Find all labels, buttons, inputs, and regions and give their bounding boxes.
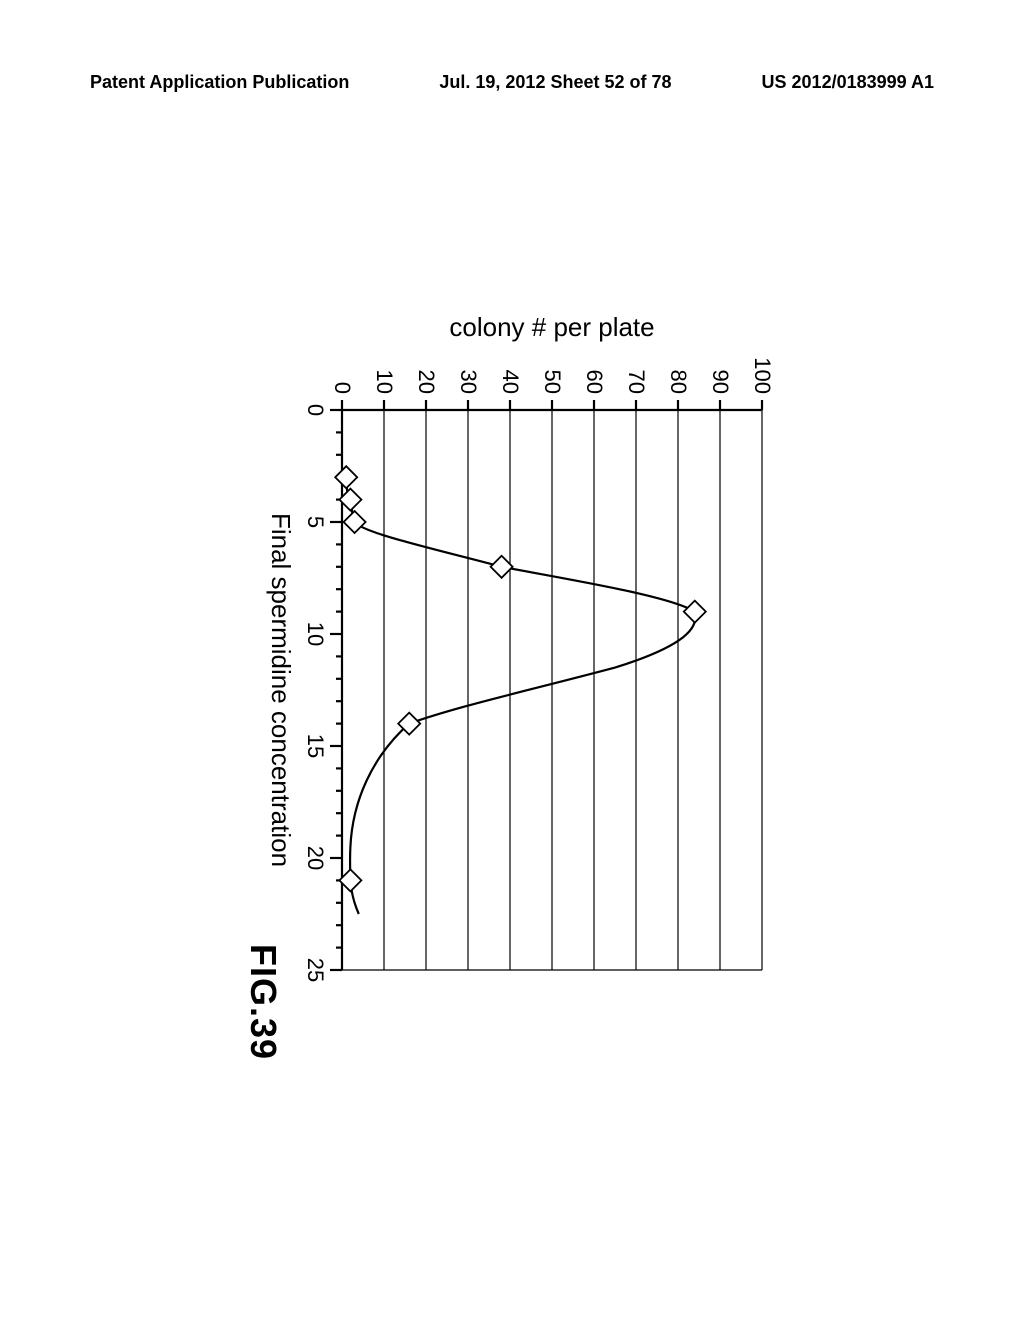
chart-svg: 0 5 10 15 20 25 0 10 20 30 40 50 60 70 80 90 100 Final sp… (232, 300, 792, 1020)
svg-text:20: 20 (303, 846, 328, 870)
svg-text:15: 15 (303, 734, 328, 758)
figure-label: FIG.39 (242, 944, 284, 1060)
svg-text:Final spermidine concentration: Final spermidine concentration (266, 513, 296, 867)
svg-text:20: 20 (414, 370, 439, 394)
svg-text:10: 10 (372, 370, 397, 394)
header-center: Jul. 19, 2012 Sheet 52 of 78 (439, 72, 671, 93)
svg-text:25: 25 (303, 958, 328, 982)
svg-text:0: 0 (330, 382, 355, 394)
svg-text:0: 0 (303, 404, 328, 416)
svg-text:70: 70 (624, 370, 649, 394)
header-right: US 2012/0183999 A1 (762, 72, 934, 93)
svg-text:100: 100 (750, 357, 775, 394)
svg-text:50: 50 (540, 370, 565, 394)
svg-text:5: 5 (303, 516, 328, 528)
svg-text:90: 90 (708, 370, 733, 394)
svg-text:40: 40 (498, 370, 523, 394)
page-header: Patent Application Publication Jul. 19, … (0, 72, 1024, 93)
svg-text:60: 60 (582, 370, 607, 394)
header-left: Patent Application Publication (90, 72, 349, 93)
svg-text:30: 30 (456, 370, 481, 394)
svg-text:10: 10 (303, 622, 328, 646)
chart-container: 0 5 10 15 20 25 0 10 20 30 40 50 60 70 80 90 100 Final sp… (232, 300, 792, 1020)
svg-text:colony # per plate: colony # per plate (449, 312, 654, 342)
svg-text:80: 80 (666, 370, 691, 394)
